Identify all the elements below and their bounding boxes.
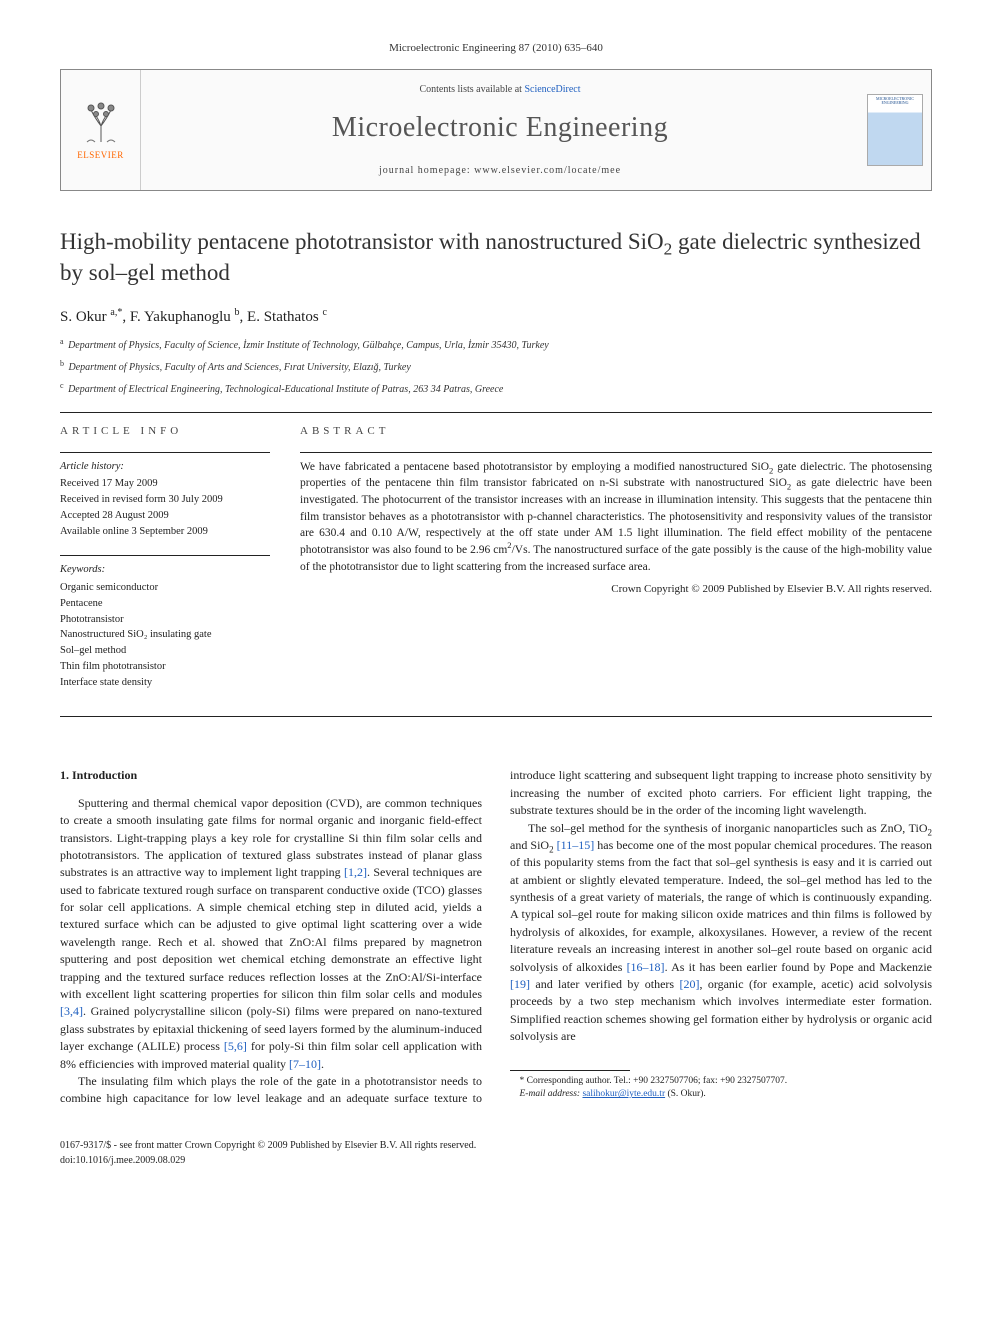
keyword: Organic semiconductor xyxy=(60,580,270,596)
keywords-label: Keywords: xyxy=(60,562,270,578)
footnote-divider xyxy=(510,1070,630,1071)
email-footnote: E-mail address: salihokur@iyte.edu.tr (S… xyxy=(510,1088,932,1102)
cover-thumbnail: MICROELECTRONIC ENGINEERING xyxy=(867,94,923,166)
body-paragraph: Sputtering and thermal chemical vapor de… xyxy=(60,795,482,1073)
keywords-lines: Organic semiconductorPentacenePhototrans… xyxy=(60,580,270,690)
contents-lists-line: Contents lists available at ScienceDirec… xyxy=(151,82,849,97)
keyword: Nanostructured SiO₂ insulating gate xyxy=(60,627,270,643)
history-line: Received in revised form 30 July 2009 xyxy=(60,492,270,508)
keyword: Phototransistor xyxy=(60,612,270,628)
cover-title: MICROELECTRONIC ENGINEERING xyxy=(870,97,920,106)
article-info-column: ARTICLE INFO Article history: Received 1… xyxy=(60,423,270,706)
journal-citation: Microelectronic Engineering 87 (2010) 63… xyxy=(60,40,932,57)
info-abstract-row: ARTICLE INFO Article history: Received 1… xyxy=(60,423,932,706)
abstract-heading: ABSTRACT xyxy=(300,423,932,440)
body-paragraph: The sol–gel method for the synthesis of … xyxy=(510,820,932,1046)
affiliation: c Department of Electrical Engineering, … xyxy=(60,382,932,398)
bottom-bar: 0167-9317/$ - see front matter Crown Cop… xyxy=(60,1138,932,1168)
doi-line: doi:10.1016/j.mee.2009.08.029 xyxy=(60,1153,932,1168)
publisher-name: ELSEVIER xyxy=(77,149,124,163)
header-center: Contents lists available at ScienceDirec… xyxy=(141,70,859,190)
history-line: Received 17 May 2009 xyxy=(60,476,270,492)
contents-prefix: Contents lists available at xyxy=(419,84,524,95)
history-label: Article history: xyxy=(60,459,270,475)
keyword: Sol–gel method xyxy=(60,643,270,659)
homepage-label: journal homepage: xyxy=(379,165,474,176)
history-lines: Received 17 May 2009Received in revised … xyxy=(60,476,270,539)
article-info-heading: ARTICLE INFO xyxy=(60,423,270,440)
article-history-block: Article history: Received 17 May 2009Rec… xyxy=(60,452,270,540)
body-text: 1. Introduction Sputtering and thermal c… xyxy=(60,767,932,1107)
abstract-text: We have fabricated a pentacene based pho… xyxy=(300,452,932,576)
keyword: Interface state density xyxy=(60,675,270,691)
sciencedirect-link[interactable]: ScienceDirect xyxy=(524,84,580,95)
journal-name: Microelectronic Engineering xyxy=(151,107,849,149)
abstract-column: ABSTRACT We have fabricated a pentacene … xyxy=(300,423,932,706)
homepage-url[interactable]: www.elsevier.com/locate/mee xyxy=(474,165,621,176)
section-1-heading: 1. Introduction xyxy=(60,767,482,784)
journal-homepage: journal homepage: www.elsevier.com/locat… xyxy=(151,163,849,178)
front-matter-line: 0167-9317/$ - see front matter Crown Cop… xyxy=(60,1138,932,1153)
history-line: Accepted 28 August 2009 xyxy=(60,508,270,524)
publisher-logo[interactable]: ELSEVIER xyxy=(61,70,141,190)
authors: S. Okur a,*, F. Yakuphanoglu b, E. Stath… xyxy=(60,306,932,329)
email-author-name: (S. Okur). xyxy=(667,1089,705,1099)
affiliation: b Department of Physics, Faculty of Arts… xyxy=(60,360,932,376)
email-label: E-mail address: xyxy=(520,1089,581,1099)
corresponding-author-footnote: * Corresponding author. Tel.: +90 232750… xyxy=(510,1075,932,1089)
keywords-block: Keywords: Organic semiconductorPentacene… xyxy=(60,555,270,690)
elsevier-tree-icon xyxy=(76,97,126,147)
email-link[interactable]: salihokur@iyte.edu.tr xyxy=(582,1089,665,1099)
affiliations-block: a Department of Physics, Faculty of Scie… xyxy=(60,338,932,398)
article-title: High-mobility pentacene phototransistor … xyxy=(60,226,932,288)
keyword: Thin film phototransistor xyxy=(60,659,270,675)
journal-header-box: ELSEVIER Contents lists available at Sci… xyxy=(60,69,932,191)
history-line: Available online 3 September 2009 xyxy=(60,524,270,540)
journal-cover[interactable]: MICROELECTRONIC ENGINEERING xyxy=(859,70,931,190)
divider-top xyxy=(60,412,932,413)
abstract-copyright: Crown Copyright © 2009 Published by Else… xyxy=(300,581,932,598)
affiliation: a Department of Physics, Faculty of Scie… xyxy=(60,338,932,354)
divider-bottom xyxy=(60,716,932,717)
keyword: Pentacene xyxy=(60,596,270,612)
